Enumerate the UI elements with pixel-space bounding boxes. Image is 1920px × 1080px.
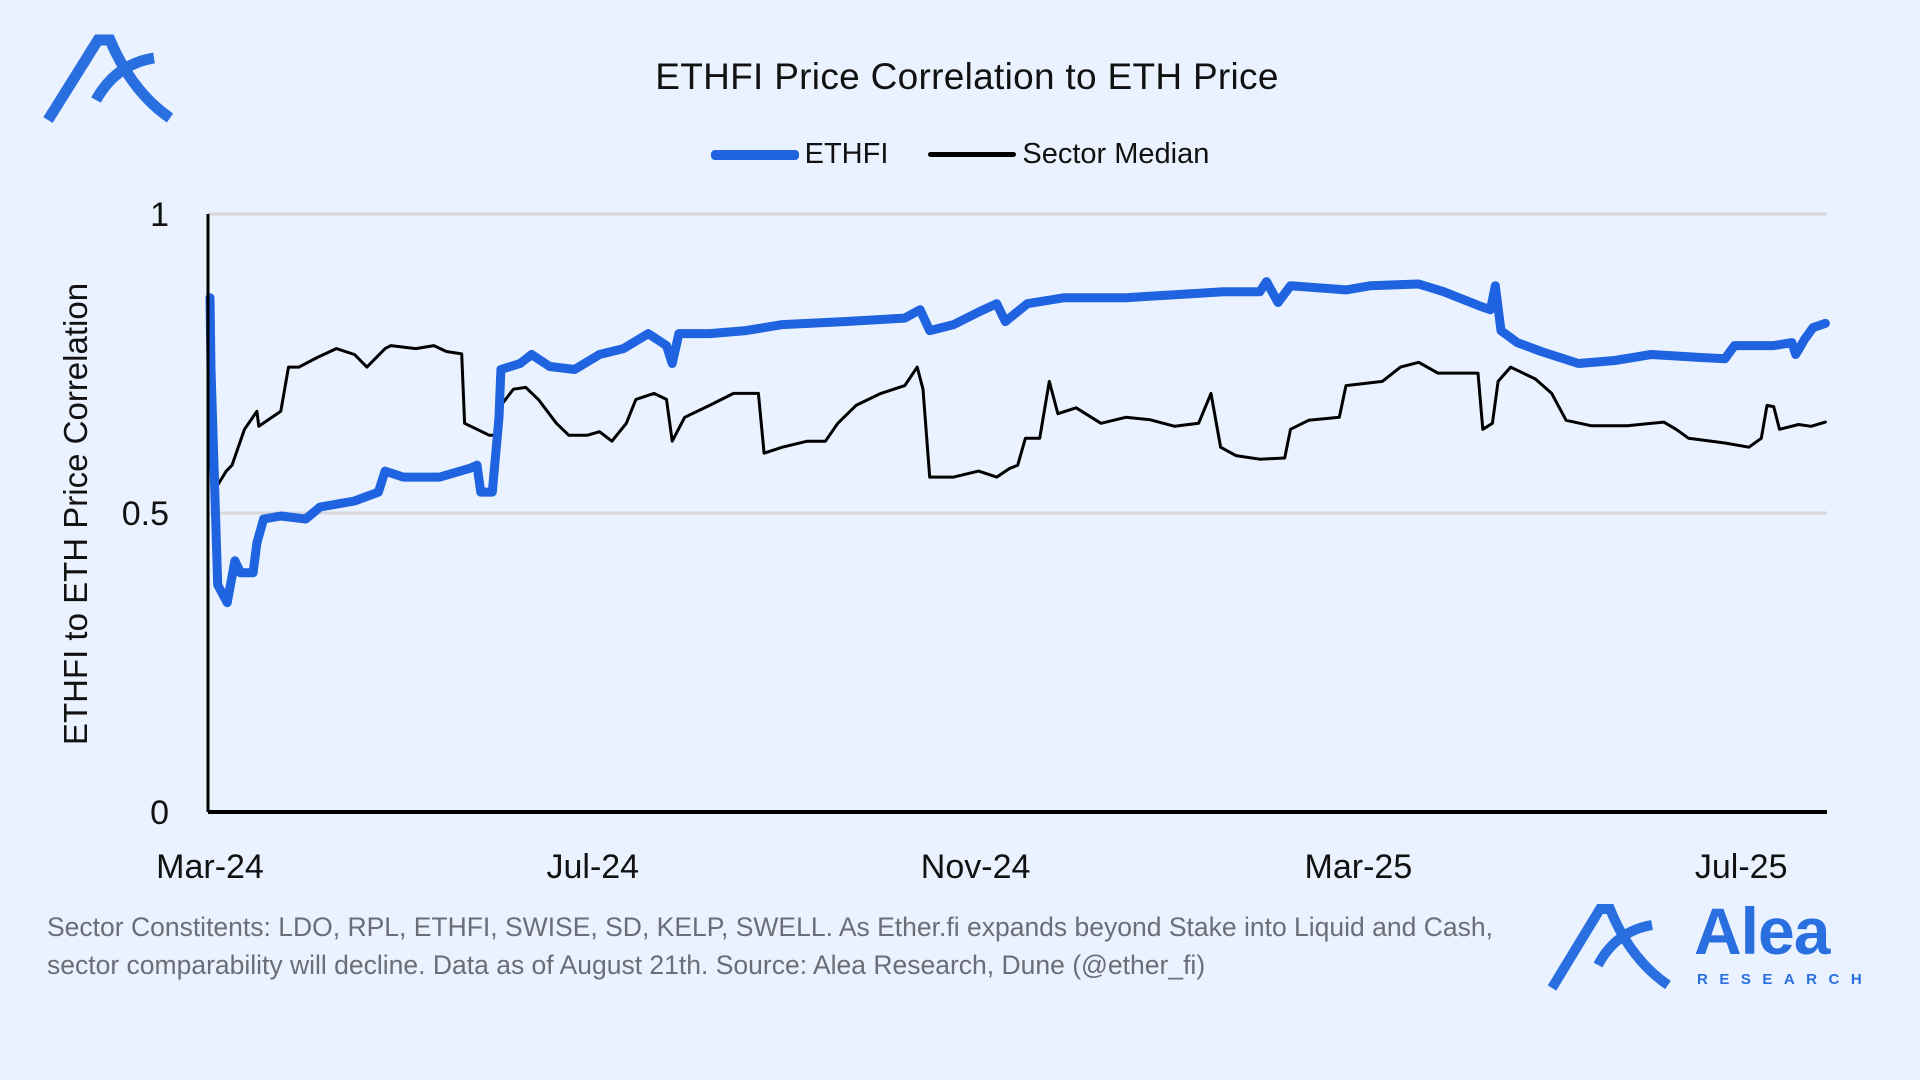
y-tick-label: 0: [150, 794, 169, 832]
x-tick-label: Mar-24: [156, 848, 264, 886]
alea-logo-icon: [43, 34, 174, 123]
y-tick-label: 1: [150, 196, 169, 234]
chart-title: ETHFI Price Correlation to ETH Price: [655, 56, 1279, 97]
series-line-sector-median: [208, 344, 1827, 487]
x-tick-label: Jul-25: [1695, 848, 1788, 886]
y-axis-label: ETHFI to ETH Price Correlation: [57, 282, 94, 746]
legend: ETHFI Sector Median: [0, 138, 1920, 171]
legend-swatch-ethfi: [710, 149, 799, 160]
legend-label-ethfi: ETHFI: [804, 138, 889, 170]
footnote: Sector Constitents: LDO, RPL, ETHFI, SWI…: [47, 912, 1493, 980]
alea-research-logo-icon: [1547, 904, 1671, 991]
brand-subtitle: RESEARCH: [1697, 971, 1874, 988]
x-tick-label: Mar-25: [1305, 848, 1413, 886]
legend-item-ethfi: ETHFI: [710, 138, 889, 171]
x-tick-label: Nov-24: [921, 848, 1031, 886]
legend-label-sector-median: Sector Median: [1022, 138, 1210, 170]
legend-swatch-sector-median: [928, 152, 1017, 157]
brand-name: Alea: [1694, 894, 1830, 968]
series-line-ethfi: [205, 277, 1830, 608]
legend-item-sector-median: Sector Median: [928, 138, 1209, 171]
y-tick-label: 0.5: [122, 495, 169, 533]
x-tick-label: Jul-24: [546, 848, 639, 886]
